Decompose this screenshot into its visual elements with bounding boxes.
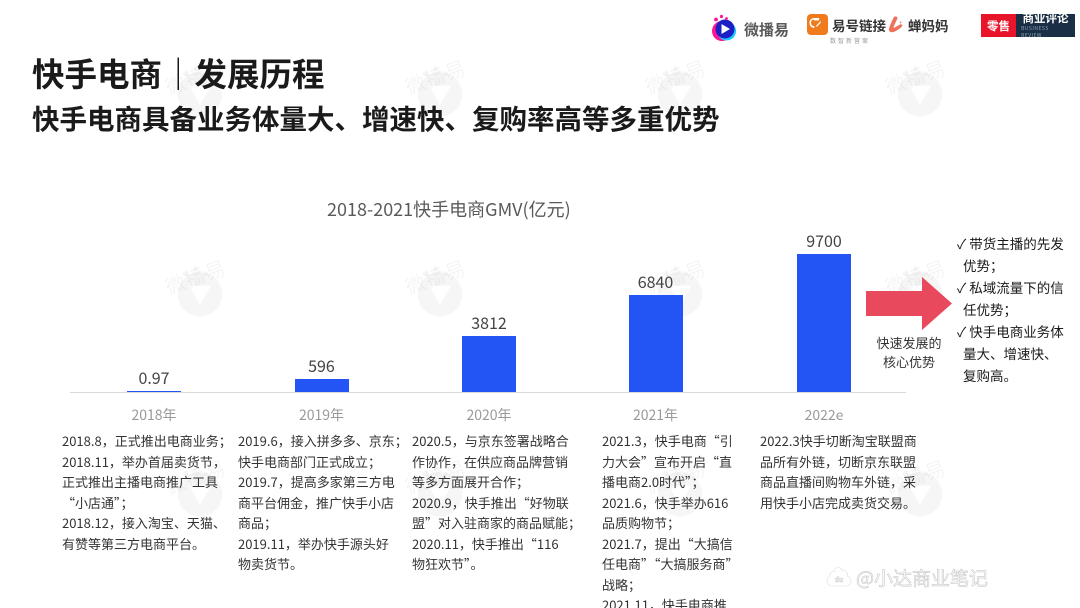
svg-text:du: du — [835, 577, 844, 584]
